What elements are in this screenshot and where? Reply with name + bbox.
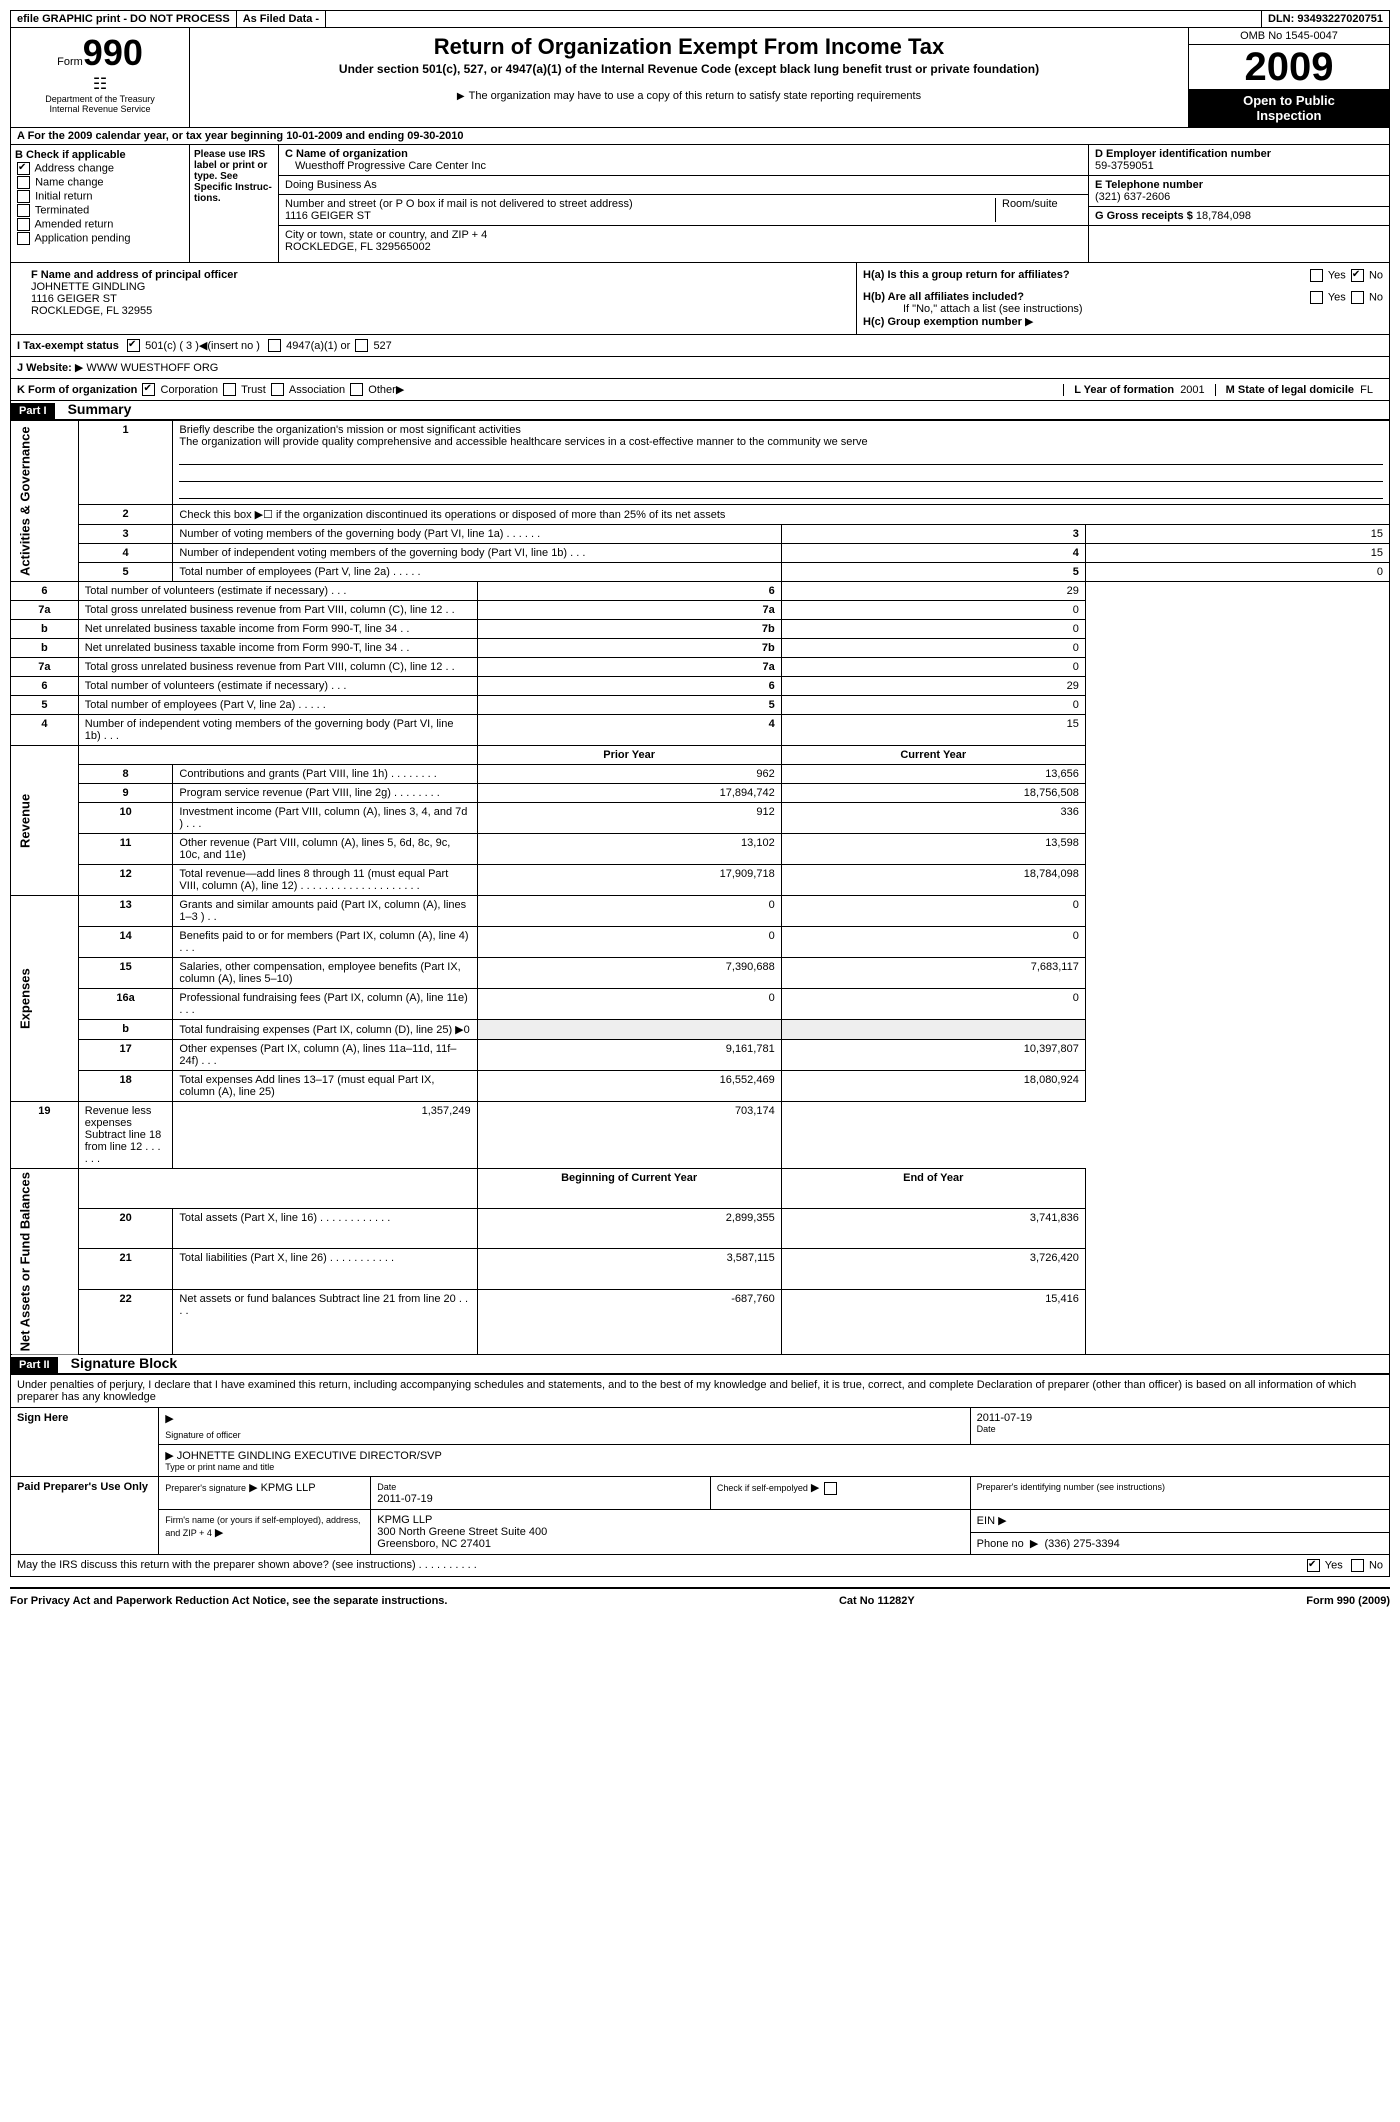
summary-row: 8Contributions and grants (Part VIII, li… bbox=[11, 765, 1390, 784]
cb-application-pending[interactable]: Application pending bbox=[15, 232, 185, 245]
summary-row: bTotal fundraising expenses (Part IX, co… bbox=[11, 1020, 1390, 1040]
summary-row: 5Total number of employees (Part V, line… bbox=[11, 696, 1390, 715]
cat-no: Cat No 11282Y bbox=[839, 1595, 915, 1607]
state-domicile: FL bbox=[1360, 384, 1373, 396]
firm-addr1: 300 North Greene Street Suite 400 bbox=[377, 1526, 963, 1538]
preparer-name: KPMG LLP bbox=[261, 1482, 316, 1494]
officer-addr2: ROCKLEDGE, FL 32955 bbox=[31, 305, 836, 317]
officer-name: JOHNETTE GINDLING bbox=[31, 281, 836, 293]
section-d: D Employer identification number 59-3759… bbox=[1088, 145, 1389, 262]
summary-row: 7aTotal gross unrelated business revenue… bbox=[11, 658, 1390, 677]
summary-row: 11Other revenue (Part VIII, column (A), … bbox=[11, 834, 1390, 865]
part1-table: Activities & Governance 1 Briefly descri… bbox=[10, 420, 1390, 1355]
summary-row: 10Investment income (Part VIII, column (… bbox=[11, 803, 1390, 834]
copy-note: The organization may have to use a copy … bbox=[194, 90, 1184, 102]
side-governance: Activities & Governance bbox=[11, 421, 79, 582]
form-number: 990 bbox=[83, 32, 143, 73]
summary-row: 16aProfessional fundraising fees (Part I… bbox=[11, 989, 1390, 1020]
summary-row: 22Net assets or fund balances Subtract l… bbox=[11, 1289, 1390, 1355]
section-c: C Name of organization Wuesthoff Progres… bbox=[279, 145, 1088, 262]
form-subtitle: Under section 501(c), 527, or 4947(a)(1)… bbox=[194, 62, 1184, 76]
preparer-date: 2011-07-19 bbox=[377, 1493, 432, 1505]
form-box: Form990 ☷ Department of the Treasury Int… bbox=[11, 28, 190, 127]
summary-row: 14Benefits paid to or for members (Part … bbox=[11, 927, 1390, 958]
paid-preparer-label: Paid Preparer's Use Only bbox=[11, 1477, 159, 1555]
dept-treasury: Department of the Treasury bbox=[15, 94, 185, 104]
signature-block: Under penalties of perjury, I declare th… bbox=[10, 1374, 1390, 1577]
summary-row: 19Revenue less expenses Subtract line 18… bbox=[11, 1102, 1390, 1169]
summary-row: 20Total assets (Part X, line 16) . . . .… bbox=[11, 1209, 1390, 1249]
perjury-statement: Under penalties of perjury, I declare th… bbox=[11, 1375, 1390, 1408]
summary-row: 9Program service revenue (Part VIII, lin… bbox=[11, 784, 1390, 803]
summary-row: 7aTotal gross unrelated business revenue… bbox=[11, 601, 1390, 620]
asfiled-label: As Filed Data - bbox=[237, 11, 326, 27]
summary-row: 6Total number of volunteers (estimate if… bbox=[11, 677, 1390, 696]
officer-addr1: 1116 GEIGER ST bbox=[31, 293, 836, 305]
please-use-label: Please use IRS label or print or type. S… bbox=[190, 145, 279, 262]
summary-row: bNet unrelated business taxable income f… bbox=[11, 639, 1390, 658]
form-header: Form990 ☷ Department of the Treasury Int… bbox=[10, 28, 1390, 128]
form-ref: Form 990 (2009) bbox=[1306, 1595, 1390, 1607]
form-title: Return of Organization Exempt From Incom… bbox=[194, 34, 1184, 60]
main-info: B Check if applicable Address change Nam… bbox=[10, 145, 1390, 263]
row-i-tax-status: I Tax-exempt status 501(c) ( 3 ) ◀ (inse… bbox=[10, 335, 1390, 357]
dln: DLN: 93493227020751 bbox=[1262, 11, 1389, 27]
summary-row: 17Other expenses (Part IX, column (A), l… bbox=[11, 1040, 1390, 1071]
side-revenue: Revenue bbox=[11, 746, 79, 896]
summary-row: 12Total revenue—add lines 8 through 11 (… bbox=[11, 865, 1390, 896]
org-name: Wuesthoff Progressive Care Center Inc bbox=[285, 160, 1082, 172]
mission-text: The organization will provide quality co… bbox=[179, 436, 1383, 448]
cb-terminated[interactable]: Terminated bbox=[15, 204, 185, 217]
summary-row: 13Grants and similar amounts paid (Part … bbox=[11, 896, 1390, 927]
cb-name-change[interactable]: Name change bbox=[15, 176, 185, 189]
gross-receipts: 18,784,098 bbox=[1196, 210, 1251, 222]
sig-date: 2011-07-19 bbox=[977, 1412, 1383, 1424]
section-b-checkboxes: B Check if applicable Address change Nam… bbox=[11, 145, 190, 262]
part1-header: Part I Summary bbox=[10, 401, 1390, 420]
omb-number: OMB No 1545-0047 bbox=[1189, 28, 1389, 45]
summary-row: 4Number of independent voting members of… bbox=[11, 715, 1390, 746]
summary-row: 4Number of independent voting members of… bbox=[11, 544, 1390, 563]
row-j-website: J Website: ▶ WWW WUESTHOFF ORG bbox=[10, 357, 1390, 379]
row-a-period: A For the 2009 calendar year, or tax yea… bbox=[10, 128, 1390, 145]
cb-address-change[interactable]: Address change bbox=[15, 162, 185, 175]
year-box: OMB No 1545-0047 2009 Open to Public Ins… bbox=[1188, 28, 1389, 127]
website-url[interactable]: WWW WUESTHOFF ORG bbox=[86, 362, 218, 374]
cb-amended[interactable]: Amended return bbox=[15, 218, 185, 231]
city-state-zip: ROCKLEDGE, FL 329565002 bbox=[285, 241, 1082, 253]
summary-row: 21Total liabilities (Part X, line 26) . … bbox=[11, 1249, 1390, 1289]
efile-label: efile GRAPHIC print - DO NOT PROCESS bbox=[11, 11, 237, 27]
part2-header: Part II Signature Block bbox=[10, 1355, 1390, 1374]
summary-row: 18Total expenses Add lines 13–17 (must e… bbox=[11, 1071, 1390, 1102]
dept-irs: Internal Revenue Service bbox=[15, 104, 185, 114]
privacy-notice: For Privacy Act and Paperwork Reduction … bbox=[10, 1595, 447, 1607]
telephone: (321) 637-2606 bbox=[1095, 191, 1383, 203]
summary-row: bNet unrelated business taxable income f… bbox=[11, 620, 1390, 639]
open-inspection: Open to Public Inspection bbox=[1189, 89, 1389, 127]
summary-row: 5Total number of employees (Part V, line… bbox=[11, 563, 1390, 582]
side-netassets: Net Assets or Fund Balances bbox=[11, 1169, 79, 1355]
firm-addr2: Greensboro, NC 27401 bbox=[377, 1538, 963, 1550]
year-formation: 2001 bbox=[1180, 384, 1204, 396]
row-k-org-form: K Form of organization Corporation Trust… bbox=[10, 379, 1390, 401]
section-h: H(a) Is this a group return for affiliat… bbox=[856, 263, 1389, 334]
officer-typed: JOHNETTE GINDLING EXECUTIVE DIRECTOR/SVP bbox=[177, 1450, 442, 1462]
title-box: Return of Organization Exempt From Incom… bbox=[190, 28, 1188, 127]
summary-row: 15Salaries, other compensation, employee… bbox=[11, 958, 1390, 989]
officer-section: F Name and address of principal officer … bbox=[10, 263, 1390, 335]
cb-initial-return[interactable]: Initial return bbox=[15, 190, 185, 203]
street-address: 1116 GEIGER ST bbox=[285, 210, 995, 222]
top-bar: efile GRAPHIC print - DO NOT PROCESS As … bbox=[10, 10, 1390, 28]
ein: 59-3759051 bbox=[1095, 160, 1383, 172]
summary-row: 6Total number of volunteers (estimate if… bbox=[11, 582, 1390, 601]
side-expenses: Expenses bbox=[11, 896, 79, 1102]
tax-year: 2009 bbox=[1189, 45, 1389, 89]
firm-name: KPMG LLP bbox=[377, 1514, 963, 1526]
page-footer: For Privacy Act and Paperwork Reduction … bbox=[10, 1587, 1390, 1613]
sign-here-label: Sign Here bbox=[11, 1408, 159, 1477]
preparer-phone: (336) 275-3394 bbox=[1044, 1538, 1119, 1550]
